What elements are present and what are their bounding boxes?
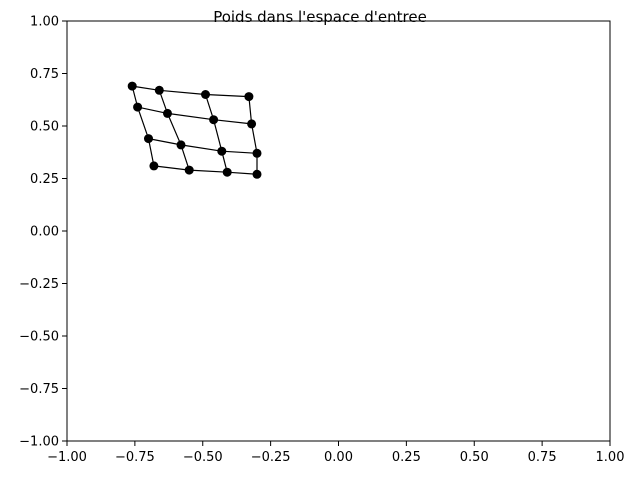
grid-column-line (158, 90, 190, 171)
weight-point (252, 169, 262, 179)
x-tick-label: −0.50 (183, 450, 223, 465)
weight-point (222, 167, 232, 177)
grid-column-line (204, 94, 228, 173)
weight-point (163, 108, 172, 118)
x-tick-label: 0.75 (528, 450, 557, 465)
x-tick-label: 0.25 (392, 450, 421, 465)
y-tick-label: −1.00 (19, 435, 59, 450)
y-tick-label: 1.00 (30, 15, 59, 30)
weight-point (247, 119, 257, 129)
grid-row-line (132, 85, 249, 98)
x-tick-label: 0.50 (460, 450, 489, 465)
weight-point (184, 165, 194, 175)
weight-point (149, 161, 159, 171)
y-tick-label: −0.25 (19, 277, 59, 292)
weight-point (201, 90, 210, 99)
y-tick-label: 0.75 (30, 67, 59, 82)
y-tick-label: 0.25 (30, 172, 59, 187)
grid-lines-layer (131, 85, 258, 175)
x-tick-label: 0.00 (324, 450, 353, 465)
x-axis-ticks: −1.00 −0.75 −0.50 −0.25 0.00 0.25 0.50 0.75 1.00 (47, 441, 624, 465)
x-tick-label: −0.75 (115, 450, 155, 465)
grid-column-line (248, 96, 258, 175)
weight-point (217, 146, 227, 156)
y-tick-label: 0.00 (30, 225, 59, 240)
y-tick-label: −0.50 (19, 330, 59, 345)
x-tick-label: −0.25 (251, 450, 291, 465)
grid-column-line (131, 85, 155, 167)
weight-point (252, 148, 262, 158)
points-layer (127, 81, 262, 179)
y-axis-ticks: −1.00 −0.75 −0.50 −0.25 0.00 0.25 0.50 0.75 1.00 (19, 15, 67, 450)
weight-point (133, 102, 143, 112)
weight-point (127, 81, 137, 91)
weight-point (144, 134, 153, 144)
y-tick-label: −0.75 (19, 382, 59, 397)
x-tick-label: 1.00 (596, 450, 625, 465)
grid-row-line (153, 165, 258, 175)
weight-point (154, 85, 164, 95)
chart-title: Poids dans l'espace d'entree (213, 8, 427, 26)
grid-row-line (148, 138, 258, 154)
weight-point (176, 140, 186, 150)
weight-point (244, 92, 254, 102)
grid-row-line (137, 106, 252, 125)
weight-point (209, 115, 219, 125)
x-tick-label: −1.00 (47, 450, 87, 465)
y-tick-label: 0.50 (30, 120, 59, 135)
